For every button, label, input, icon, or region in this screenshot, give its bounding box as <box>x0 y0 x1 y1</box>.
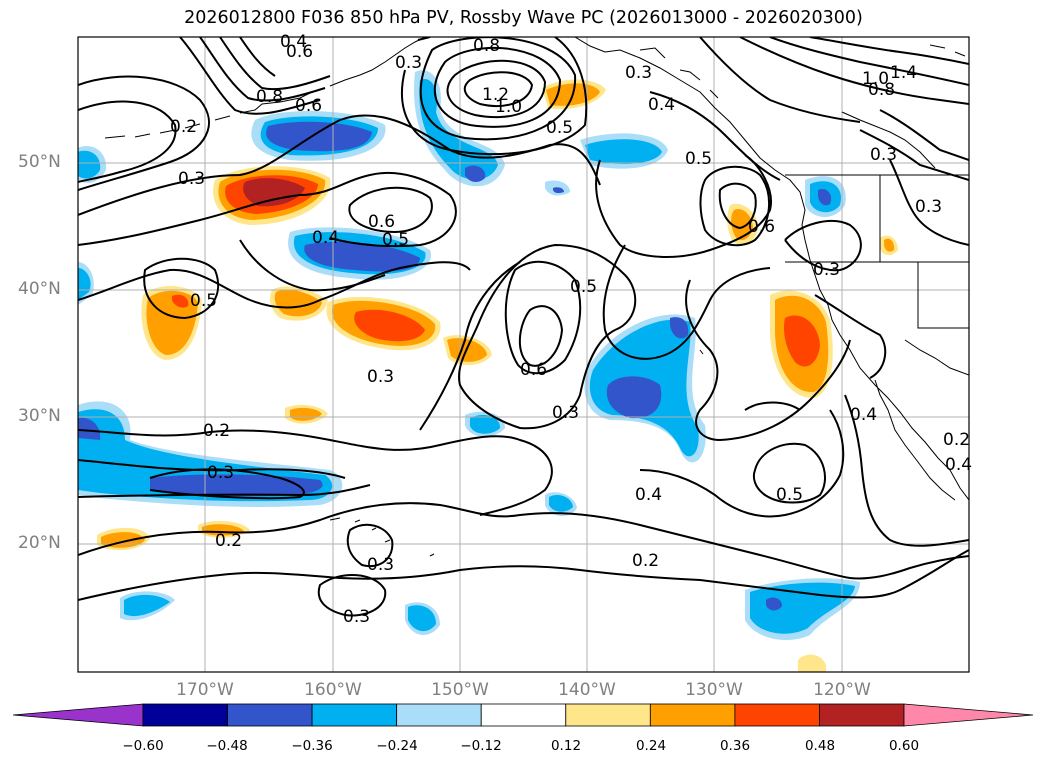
lat-label-40n: 40°N <box>18 279 61 299</box>
colorbar-segment <box>649 703 736 727</box>
contour-label: 0.2 <box>170 117 197 137</box>
contour-label: 0.2 <box>203 421 230 441</box>
lat-label-30n: 30°N <box>18 406 61 426</box>
contour-label: 0.5 <box>546 118 573 138</box>
contour-label: 0.5 <box>685 149 712 169</box>
colorbar-extend-max <box>903 703 1034 727</box>
contour-label: 0.3 <box>395 53 422 73</box>
contour-label: 0.2 <box>632 551 659 571</box>
contour-label: 0.2 <box>943 430 970 450</box>
colorbar-tick: 0.48 <box>804 738 836 754</box>
contour-label: 0.6 <box>368 212 395 232</box>
colorbar-segment <box>480 703 567 727</box>
contour-label: 0.5 <box>570 277 597 297</box>
contour-label: 0.3 <box>367 367 394 387</box>
contour-label: 0.6 <box>748 217 775 237</box>
contour-label: 0.4 <box>635 485 662 505</box>
colorbar-segment <box>734 703 820 727</box>
colorbar-segment <box>227 703 313 727</box>
colorbar-tick: −0.12 <box>460 738 502 754</box>
contour-label: 0.8 <box>256 87 283 107</box>
contour-label: 0.3 <box>343 607 370 627</box>
contour-label: 0.3 <box>367 555 394 575</box>
shaded-field <box>78 70 898 672</box>
colorbar-tick: 0.36 <box>719 738 751 754</box>
lon-label-120w: 120°W <box>813 680 871 700</box>
lon-label-140w: 140°W <box>558 680 616 700</box>
colorbar-segment <box>311 703 398 727</box>
contour-label: 0.4 <box>312 228 339 248</box>
coastlines <box>104 37 969 557</box>
contour-label: 0.5 <box>190 291 217 311</box>
map-title: 2026012800 F036 850 hPa PV, Rossby Wave … <box>184 8 863 28</box>
colorbar-tick: −0.60 <box>122 738 164 754</box>
contour-label: 0.6 <box>286 42 313 62</box>
lon-label-160w: 160°W <box>304 680 362 700</box>
contour-label: 1.4 <box>890 63 917 83</box>
contour-label: 1.2 <box>482 85 509 105</box>
contour-label: 0.5 <box>776 485 803 505</box>
lon-label-150w: 150°W <box>431 680 489 700</box>
contour-label: 0.6 <box>295 96 322 116</box>
lat-label-50n: 50°N <box>18 152 61 172</box>
contour-labels: 0.8 1.0 1.2 0.5 0.3 0.4 0.2 0.6 0.6 0.5 … <box>170 32 972 627</box>
contour-label: 0.8 <box>868 80 895 100</box>
lat-label-20n: 20°N <box>18 533 61 553</box>
colorbar-extend-min <box>12 703 144 727</box>
colorbar-tick: −0.24 <box>376 738 418 754</box>
contour-label: 0.3 <box>870 145 897 165</box>
lon-label-130w: 130°W <box>685 680 743 700</box>
colorbar-segment <box>142 703 228 727</box>
contour-label: 0.3 <box>178 169 205 189</box>
contour-label: 0.4 <box>945 455 972 475</box>
contour-label: 0.3 <box>915 197 942 217</box>
map-frame <box>77 36 970 673</box>
contour-label: 0.3 <box>813 260 840 280</box>
colorbar-segment <box>396 703 482 727</box>
contour-label: 0.3 <box>552 403 579 423</box>
colorbar-tick: −0.48 <box>206 738 248 754</box>
contour-label: 0.2 <box>215 531 242 551</box>
colorbar-tick: 0.60 <box>888 738 920 754</box>
lon-label-170w: 170°W <box>176 680 234 700</box>
contour-label: 0.3 <box>207 463 234 483</box>
colorbar-segment <box>565 703 651 727</box>
contour-label: 0.8 <box>473 36 500 56</box>
colorbar <box>12 703 1034 727</box>
contour-label: 0.6 <box>520 360 547 380</box>
contour-label: 1.0 <box>495 97 522 117</box>
contour-label: 0.5 <box>382 230 409 250</box>
contour-label: 0.4 <box>850 405 877 425</box>
colorbar-tick: 0.12 <box>550 738 582 754</box>
contour-label: 1.0 <box>862 69 889 89</box>
contour-label: 0.3 <box>625 63 652 83</box>
colorbar-segment <box>819 703 905 727</box>
colorbar-tick: 0.24 <box>635 738 667 754</box>
contour-label: 0.4 <box>648 95 675 115</box>
contour-label: 0.4 <box>280 32 307 52</box>
colorbar-tick: −0.36 <box>291 738 333 754</box>
